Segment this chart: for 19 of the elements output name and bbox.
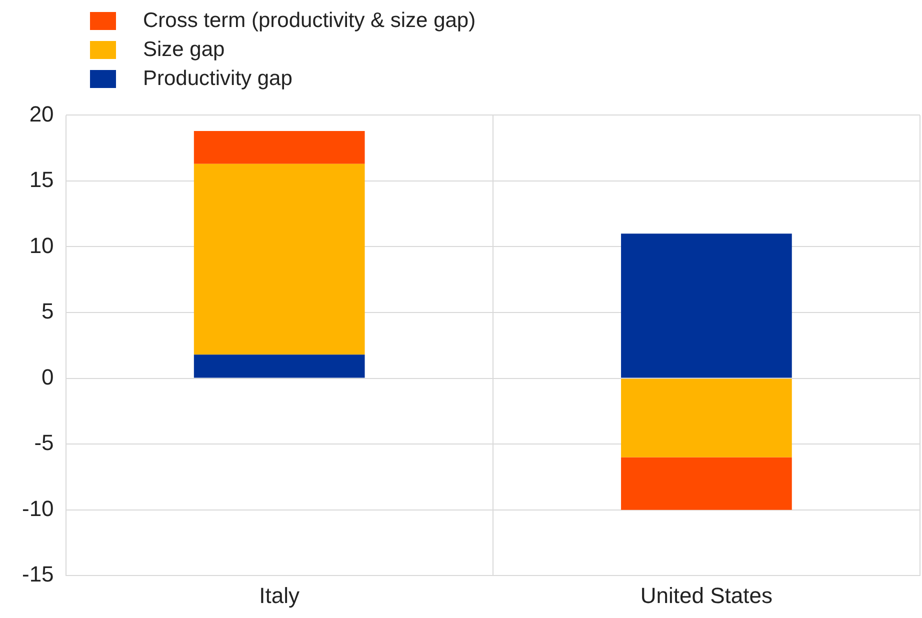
y-tick-label: -15	[22, 562, 54, 587]
y-tick-label: 10	[29, 232, 54, 258]
y-tick-label: 15	[29, 167, 54, 192]
bar	[194, 354, 365, 378]
bar	[194, 130, 365, 164]
y-tick-label: 0	[42, 364, 54, 390]
bar	[621, 457, 792, 510]
y-tick-label: -10	[22, 496, 54, 521]
y-tick-label: 5	[42, 298, 54, 324]
bar	[621, 234, 792, 378]
legend-label: Productivity gap	[143, 66, 292, 90]
legend-label: Cross term (productivity & size gap)	[143, 8, 476, 32]
bar	[194, 164, 365, 355]
bar	[621, 378, 792, 458]
y-tick-label: -5	[34, 430, 54, 456]
y-tick-label: 20	[29, 101, 54, 126]
x-tick-label: Italy	[259, 582, 300, 608]
x-tick-label: United States	[640, 582, 772, 608]
legend-label: Size gap	[143, 38, 225, 62]
